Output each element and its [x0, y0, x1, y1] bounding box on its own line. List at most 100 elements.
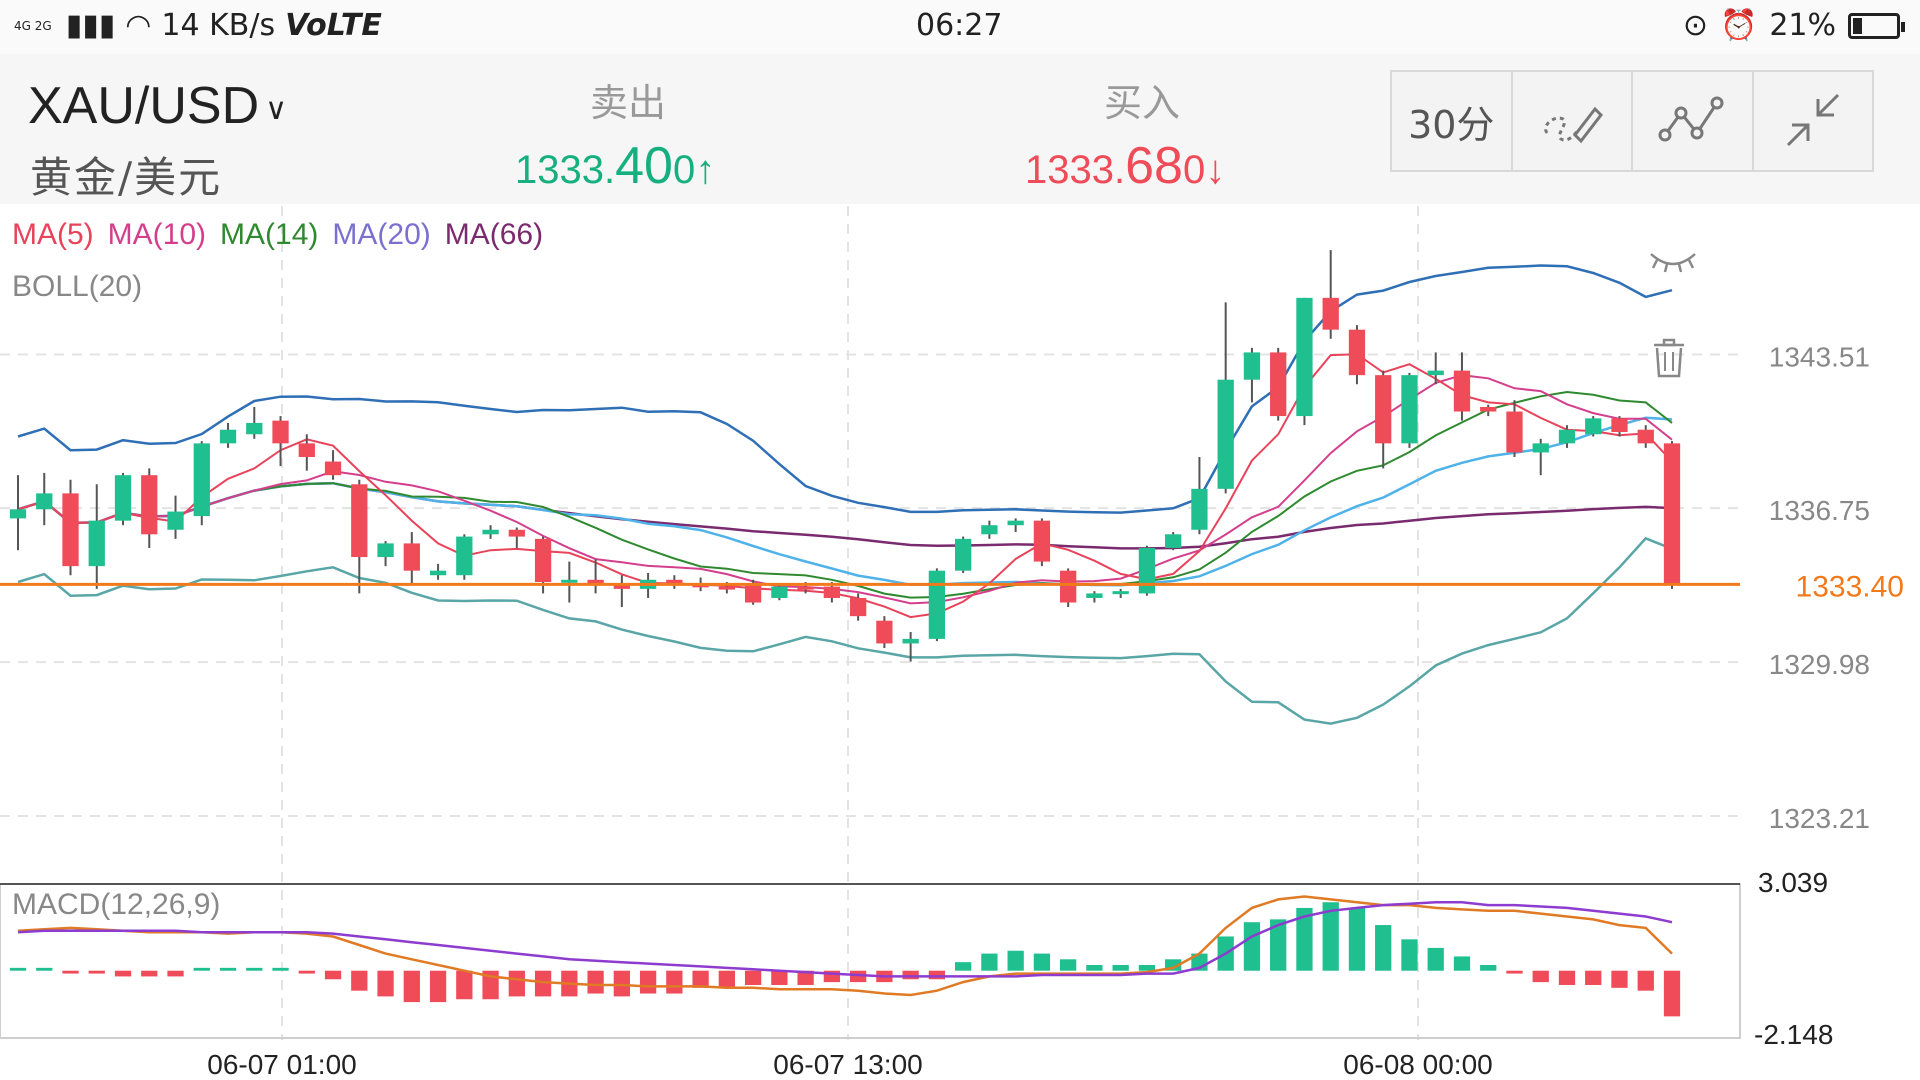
time-axis-label: 06-08 00:00	[1343, 1049, 1492, 1080]
trash-icon[interactable]	[1652, 338, 1686, 378]
macd-bar	[744, 970, 762, 985]
status-right: ⊙ ⏰ 21%	[1683, 8, 1905, 43]
candle-body	[298, 443, 315, 458]
eye-closed-icon[interactable]	[1645, 248, 1701, 276]
macd-bar	[771, 970, 788, 985]
ma-legend-item: MA(5)	[12, 218, 94, 251]
sell-price-pips: 40	[615, 137, 673, 195]
candle-body	[876, 620, 893, 644]
macd-bar	[797, 970, 814, 985]
macd-line	[17, 895, 1673, 997]
candle-body	[955, 538, 972, 571]
ma5-line	[17, 353, 1673, 619]
alarm-icon: ⏰	[1719, 8, 1758, 43]
chart-toolbar: 30分	[1390, 70, 1874, 172]
battery-icon	[1848, 12, 1905, 39]
candle-body	[1375, 375, 1392, 444]
pen-icon	[1543, 106, 1603, 144]
sell-label: 卖出	[590, 81, 667, 125]
candle-body	[981, 525, 998, 535]
indicator-button[interactable]	[1633, 72, 1754, 170]
volte-indicator: VoLTE	[285, 8, 382, 43]
network-indicator: 4G 2G	[14, 18, 52, 33]
macd-bar	[1165, 959, 1182, 971]
battery-percent: 21%	[1769, 8, 1836, 43]
candle-body	[561, 579, 578, 583]
macd-axis-top: 3.039	[1758, 867, 1828, 898]
macd-bar	[587, 970, 604, 994]
price-chart[interactable]: 1343.51 1336.75 1329.98 1323.21 06-07 01:00 0…	[0, 204, 1920, 1080]
candle-body	[1112, 591, 1129, 595]
macd-bar	[62, 970, 79, 974]
candle-body	[1558, 429, 1576, 444]
candle-body	[1191, 488, 1208, 530]
sell-price-prefix: 1333.	[515, 148, 616, 192]
candle-body	[88, 520, 105, 567]
status-time: 06:27	[916, 8, 1003, 43]
macd-bar	[1480, 965, 1497, 971]
candle-body	[9, 509, 27, 519]
status-left: 4G 2G ▮▮▮ ◠ 14 KB/s VoLTE	[14, 8, 382, 43]
macd-bar	[639, 970, 657, 994]
buy-price[interactable]: 1333.680↓	[1025, 136, 1225, 196]
macd-label: MACD(12,26,9)	[12, 888, 221, 921]
ma-legend-item: MA(10)	[107, 218, 207, 251]
symbol-name: XAU/USD	[28, 77, 260, 135]
candle-body	[1165, 534, 1182, 548]
line-chart-icon	[1658, 96, 1724, 142]
sell-price[interactable]: 1333.400↑	[515, 136, 715, 196]
macd-bar	[298, 970, 315, 974]
macd-bar	[1637, 970, 1654, 991]
sell-price-suffix: 0	[672, 148, 696, 192]
battery-fill	[1853, 17, 1862, 34]
macd-bar	[1270, 919, 1287, 971]
candle-body	[1663, 443, 1681, 585]
macd-bar	[1007, 950, 1024, 971]
macd-bar	[613, 970, 630, 997]
candle-body	[718, 586, 735, 590]
price-axis-label: 1336.75	[1769, 495, 1870, 526]
draw-tool-button[interactable]	[1513, 72, 1633, 170]
macd-bar	[141, 970, 158, 977]
wifi-icon: ◠	[125, 8, 152, 43]
candle-body	[823, 586, 841, 598]
macd-bar	[1558, 970, 1576, 985]
ma14-line	[17, 390, 1673, 599]
boll-lower-line	[17, 536, 1673, 725]
ma-legend: MA(5) MA(10) MA(14) MA(20) MA(66)	[12, 218, 543, 252]
buy-price-suffix: 0	[1182, 148, 1206, 192]
candle-body	[1532, 443, 1549, 453]
candle-body	[587, 579, 604, 585]
ma-legend-item: MA(66)	[444, 218, 544, 251]
macd-bar	[902, 970, 919, 980]
candle-body	[1060, 570, 1077, 603]
candle-body	[797, 586, 814, 590]
candle-body	[377, 543, 394, 558]
candle-body	[219, 429, 237, 444]
macd-bar	[9, 967, 27, 971]
macd-bar	[1585, 970, 1602, 985]
candle-body	[1480, 406, 1497, 412]
candle-body	[1086, 593, 1103, 598]
collapse-button[interactable]	[1754, 72, 1873, 170]
ma10-line	[17, 374, 1673, 605]
candle-body	[456, 536, 473, 576]
macd-bar	[718, 970, 735, 988]
macd-bar	[955, 962, 972, 971]
macd-bar	[1348, 907, 1366, 971]
macd-bar	[1033, 953, 1051, 971]
arrow-up-icon: ↑	[695, 148, 716, 192]
timeframe-button[interactable]: 30分	[1392, 72, 1513, 170]
macd-bar	[1060, 959, 1077, 971]
macd-axis-bottom: -2.148	[1754, 1019, 1833, 1050]
symbol-selector[interactable]: XAU/USD ∨	[28, 76, 287, 136]
ma-legend-item: MA(20)	[332, 218, 431, 251]
macd-bar	[456, 970, 473, 1000]
buy-label: 买入	[1104, 81, 1181, 125]
macd-bar	[1427, 947, 1444, 971]
price-axis-label: 1343.51	[1769, 341, 1870, 372]
macd-bar	[1532, 970, 1549, 983]
arrow-down-icon: ↓	[1205, 148, 1226, 192]
candle-body	[744, 584, 762, 603]
macd-bar	[1138, 965, 1156, 971]
